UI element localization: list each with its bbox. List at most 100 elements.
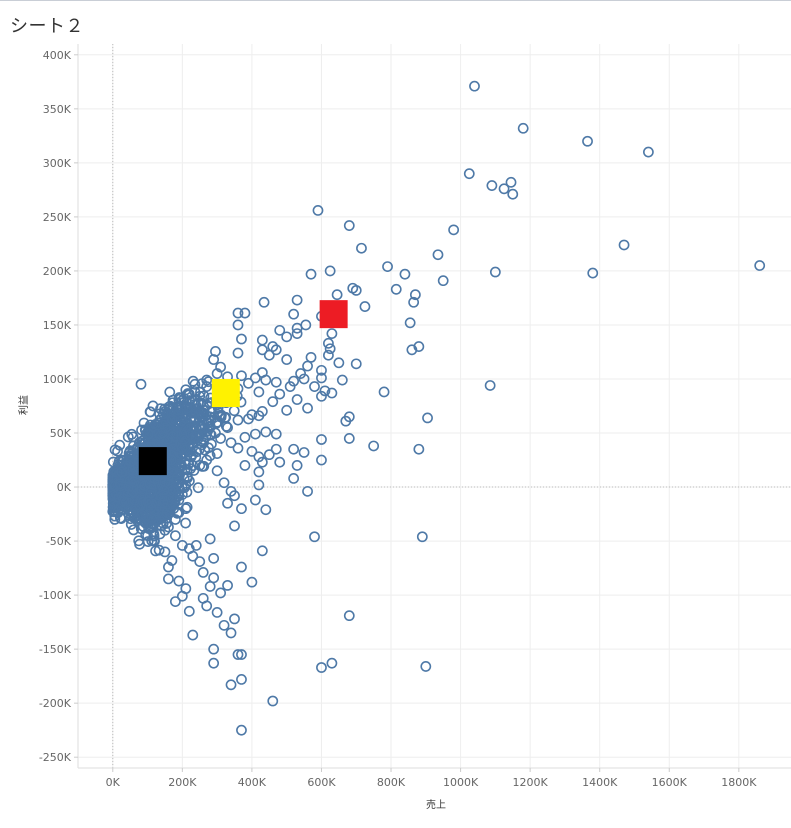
data-point[interactable] (198, 390, 210, 402)
data-point[interactable] (587, 267, 599, 279)
data-point[interactable] (188, 465, 200, 476)
data-point[interactable] (222, 422, 233, 434)
data-point[interactable] (124, 475, 136, 487)
data-point[interactable] (232, 442, 244, 454)
data-point[interactable] (643, 146, 654, 158)
data-point[interactable] (486, 180, 498, 191)
data-point[interactable] (253, 386, 265, 398)
data-point[interactable] (284, 381, 296, 392)
data-point[interactable] (169, 530, 181, 542)
data-point[interactable] (194, 556, 206, 568)
data-point[interactable] (179, 399, 191, 411)
data-point[interactable] (302, 360, 313, 372)
data-point[interactable] (181, 501, 193, 513)
data-point[interactable] (198, 460, 210, 472)
data-point[interactable] (173, 506, 184, 518)
data-point[interactable] (498, 183, 510, 195)
yellow-square[interactable] (211, 379, 240, 408)
data-point[interactable] (326, 328, 338, 339)
data-point[interactable] (140, 529, 152, 541)
data-point[interactable] (187, 375, 199, 387)
data-point[interactable] (236, 724, 247, 736)
data-point[interactable] (507, 188, 519, 200)
data-point[interactable] (208, 657, 220, 669)
data-point[interactable] (239, 307, 251, 319)
data-point[interactable] (218, 619, 230, 631)
data-point[interactable] (197, 592, 209, 604)
data-point[interactable] (154, 528, 166, 540)
data-point[interactable] (432, 249, 444, 261)
data-point[interactable] (302, 485, 313, 497)
data-point[interactable] (448, 224, 460, 236)
data-point[interactable] (109, 513, 121, 525)
data-point[interactable] (260, 504, 272, 516)
data-point[interactable] (183, 475, 195, 487)
data-point[interactable] (350, 284, 362, 296)
data-point[interactable] (291, 460, 303, 471)
data-point[interactable] (281, 404, 293, 416)
data-point[interactable] (159, 476, 171, 488)
data-point[interactable] (291, 328, 303, 339)
data-point[interactable] (253, 466, 265, 478)
data-point[interactable] (312, 205, 324, 216)
data-point[interactable] (316, 434, 327, 445)
data-point[interactable] (253, 410, 265, 422)
data-point[interactable] (136, 509, 147, 521)
data-point[interactable] (324, 265, 336, 277)
data-point[interactable] (232, 319, 244, 331)
data-point[interactable] (343, 220, 355, 231)
data-point[interactable] (404, 317, 416, 329)
data-point[interactable] (253, 479, 265, 491)
data-point[interactable] (236, 649, 247, 660)
data-point[interactable] (189, 394, 201, 406)
data-point[interactable] (326, 657, 338, 669)
data-point[interactable] (176, 442, 188, 454)
data-point[interactable] (754, 260, 766, 271)
data-point[interactable] (211, 465, 223, 477)
data-point[interactable] (298, 373, 310, 385)
data-point[interactable] (256, 545, 268, 557)
data-point[interactable] (164, 400, 176, 412)
data-point[interactable] (215, 411, 227, 423)
data-point[interactable] (437, 275, 449, 287)
data-point[interactable] (350, 358, 362, 370)
data-point[interactable] (116, 466, 128, 478)
data-point[interactable] (190, 539, 202, 551)
data-point[interactable] (382, 261, 393, 273)
data-point[interactable] (356, 242, 367, 254)
data-point[interactable] (128, 524, 139, 536)
data-point[interactable] (316, 372, 327, 384)
data-point[interactable] (413, 341, 425, 352)
data-point[interactable] (333, 357, 345, 369)
data-point[interactable] (164, 386, 176, 398)
data-point[interactable] (274, 388, 286, 400)
data-point[interactable] (270, 344, 282, 356)
data-point[interactable] (107, 456, 119, 468)
data-point[interactable] (192, 482, 204, 494)
data-point[interactable] (243, 413, 254, 425)
data-point[interactable] (232, 414, 244, 426)
data-point[interactable] (484, 380, 496, 391)
data-point[interactable] (129, 494, 141, 506)
data-point[interactable] (171, 507, 183, 519)
data-point[interactable] (222, 579, 233, 591)
data-point[interactable] (129, 511, 141, 523)
data-point[interactable] (291, 294, 303, 306)
data-point[interactable] (176, 429, 188, 440)
data-point[interactable] (167, 397, 179, 409)
data-point[interactable] (135, 378, 147, 390)
data-point[interactable] (162, 433, 174, 445)
data-point[interactable] (187, 629, 199, 641)
data-point[interactable] (133, 535, 145, 547)
data-point[interactable] (220, 411, 232, 423)
data-point[interactable] (409, 289, 421, 301)
data-point[interactable] (263, 349, 275, 361)
data-point[interactable] (618, 239, 630, 251)
data-point[interactable] (147, 400, 159, 412)
data-point[interactable] (215, 587, 226, 599)
data-point[interactable] (185, 415, 197, 426)
data-point[interactable] (295, 368, 306, 379)
data-point[interactable] (270, 428, 282, 440)
data-point[interactable] (316, 662, 327, 673)
data-point[interactable] (208, 643, 220, 655)
